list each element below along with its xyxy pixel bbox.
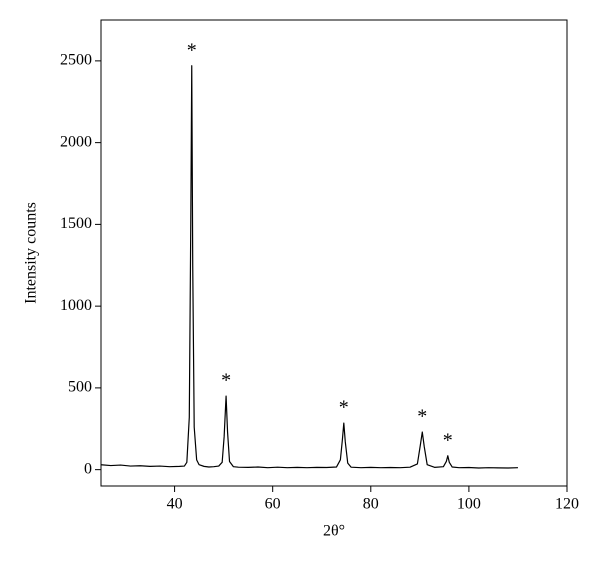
- x-tick-label: 120: [555, 496, 579, 513]
- x-tick-label: 80: [363, 496, 379, 513]
- peak-annotation: *: [443, 429, 453, 451]
- y-tick-label: 2000: [60, 133, 92, 150]
- x-tick-label: 60: [265, 496, 281, 513]
- peak-annotation: *: [417, 406, 427, 428]
- y-tick-label: 1000: [60, 297, 92, 314]
- x-tick-label: 100: [457, 496, 481, 513]
- y-tick-label: 0: [84, 460, 92, 477]
- peak-annotation: *: [221, 370, 231, 392]
- peak-annotation: *: [187, 39, 197, 61]
- plot-frame: [100, 19, 568, 487]
- y-tick-label: 500: [68, 379, 92, 396]
- y-tick-label: 1500: [60, 215, 92, 232]
- y-tick-label: 2500: [60, 52, 92, 69]
- peak-annotation: *: [339, 397, 349, 419]
- y-axis-label: Intensity counts: [23, 202, 40, 304]
- x-axis-label: 2θ°: [323, 523, 345, 540]
- data-line: [100, 65, 518, 469]
- x-tick-label: 40: [167, 496, 183, 513]
